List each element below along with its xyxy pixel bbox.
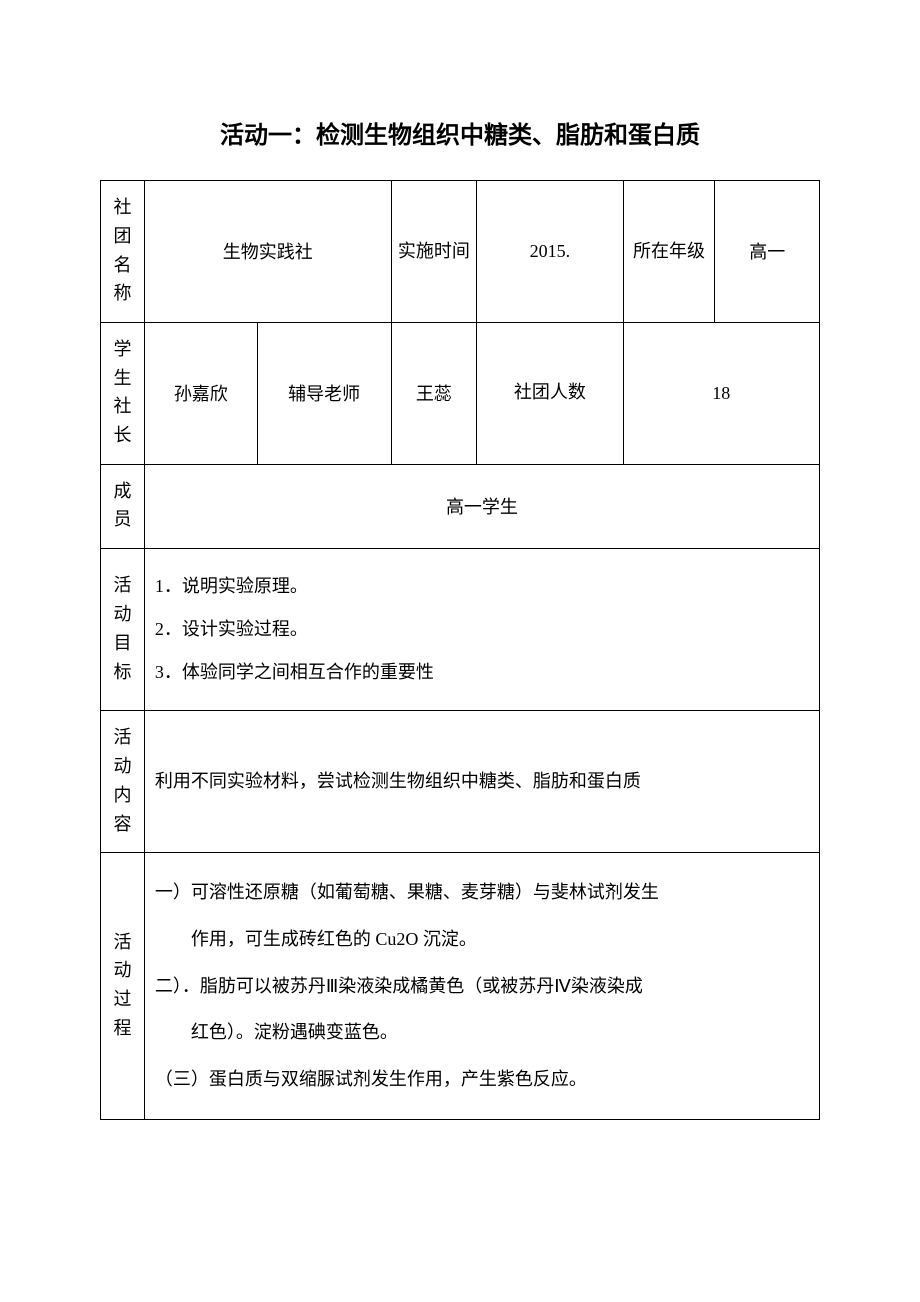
table-row: 成员 高一学生 <box>101 464 820 548</box>
value-process: 一）可溶性还原糖（如葡萄糖、果糖、麦芽糖）与斐林试剂发生 作用，可生成砖红色的 … <box>144 853 819 1120</box>
value-grade: 高一 <box>715 181 820 323</box>
process-line: 二）．脂肪可以被苏丹Ⅲ染液染成橘黄色（或被苏丹Ⅳ染液染成 <box>155 963 809 1010</box>
goal-line: 3．体验同学之间相互合作的重要性 <box>155 651 809 694</box>
goal-line: 2．设计实验过程。 <box>155 608 809 651</box>
page-title: 活动一：检测生物组织中糖类、脂肪和蛋白质 <box>100 115 820 150</box>
value-advisor: 王蕊 <box>391 322 477 464</box>
table-row: 活动内容 利用不同实验材料，尝试检测生物组织中糖类、脂肪和蛋白质 <box>101 711 820 853</box>
value-student-leader: 孙嘉欣 <box>144 322 257 464</box>
label-club-name: 社团名称 <box>101 181 145 323</box>
label-grade: 所在年级 <box>623 181 715 323</box>
label-student-leader: 学生社长 <box>101 322 145 464</box>
process-line: 作用，可生成砖红色的 Cu2O 沉淀。 <box>155 916 809 963</box>
table-row: 活动目标 1．说明实验原理。 2．设计实验过程。 3．体验同学之间相互合作的重要… <box>101 548 820 711</box>
label-advisor: 辅导老师 <box>257 322 391 464</box>
table-row: 活动过程 一）可溶性还原糖（如葡萄糖、果糖、麦芽糖）与斐林试剂发生 作用，可生成… <box>101 853 820 1120</box>
process-line: （三）蛋白质与双缩脲试剂发生作用，产生紫色反应。 <box>155 1056 809 1103</box>
value-club-name: 生物实践社 <box>144 181 391 323</box>
label-members: 成员 <box>101 464 145 548</box>
table-row: 社团名称 生物实践社 实施时间 2015. 所在年级 高一 <box>101 181 820 323</box>
activity-table: 社团名称 生物实践社 实施时间 2015. 所在年级 高一 学生社长 孙嘉欣 辅… <box>100 180 820 1120</box>
value-impl-time: 2015. <box>477 181 623 323</box>
label-goals: 活动目标 <box>101 548 145 711</box>
value-club-size: 18 <box>623 322 820 464</box>
label-content: 活动内容 <box>101 711 145 853</box>
label-process: 活动过程 <box>101 853 145 1120</box>
goal-line: 1．说明实验原理。 <box>155 565 809 608</box>
value-content: 利用不同实验材料，尝试检测生物组织中糖类、脂肪和蛋白质 <box>144 711 819 853</box>
value-members: 高一学生 <box>144 464 819 548</box>
value-goals: 1．说明实验原理。 2．设计实验过程。 3．体验同学之间相互合作的重要性 <box>144 548 819 711</box>
process-line: 红色）。淀粉遇碘变蓝色。 <box>155 1009 809 1056</box>
label-impl-time: 实施时间 <box>391 181 477 323</box>
process-line: 一）可溶性还原糖（如葡萄糖、果糖、麦芽糖）与斐林试剂发生 <box>155 869 809 916</box>
table-row: 学生社长 孙嘉欣 辅导老师 王蕊 社团人数 18 <box>101 322 820 464</box>
label-club-size: 社团人数 <box>477 322 623 464</box>
